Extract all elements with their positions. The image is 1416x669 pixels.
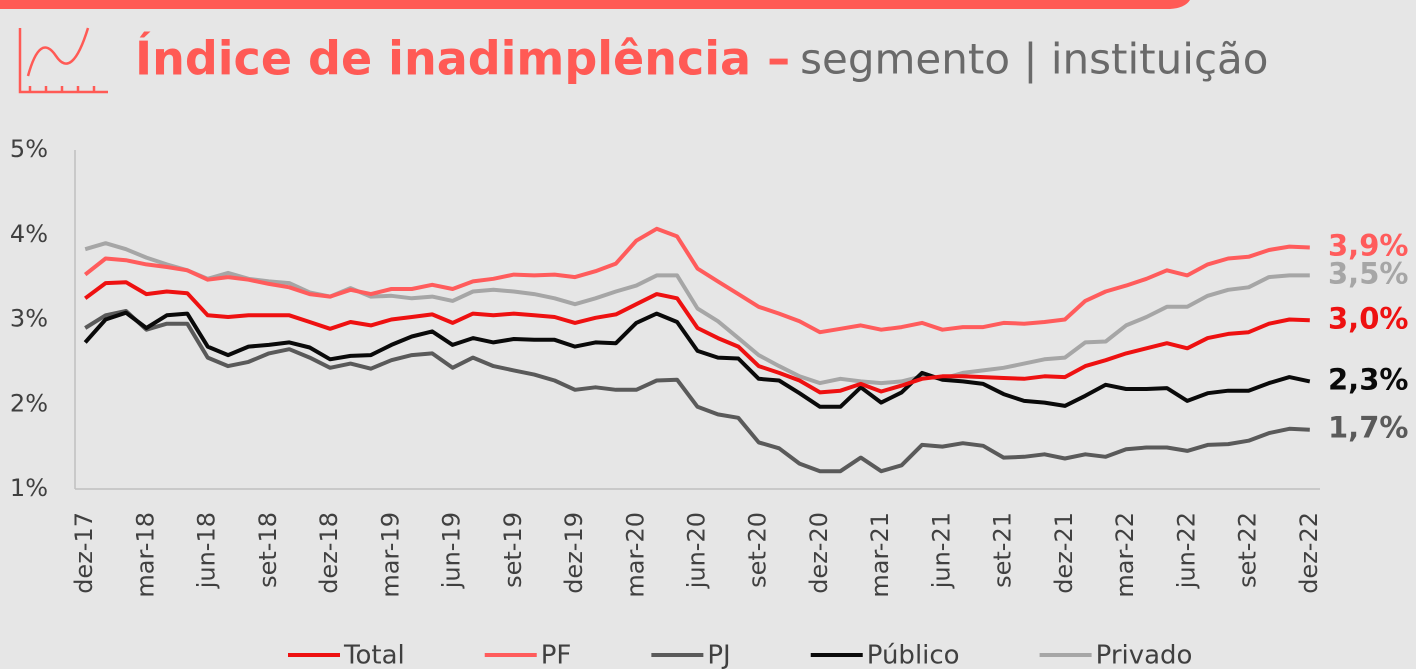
- legend-label: Total: [343, 641, 405, 669]
- end-label: 3,0%: [1328, 301, 1408, 335]
- line: [84, 241, 1310, 386]
- legend-label: PJ: [707, 641, 730, 669]
- y-tick-label: 1%: [10, 474, 48, 502]
- x-tick-label: set-20: [744, 512, 772, 588]
- legend-label: Público: [867, 641, 960, 669]
- top-bar: [0, 0, 1190, 9]
- x-tick-label: mar-19: [376, 512, 404, 598]
- x-tick-label: jun-19: [438, 512, 466, 589]
- line: [84, 280, 1310, 395]
- y-tick-label: 3%: [10, 305, 48, 333]
- x-tick-label: dez-20: [805, 512, 833, 594]
- x-tick-label: dez-18: [315, 512, 343, 594]
- x-tick-label: mar-22: [1111, 512, 1139, 598]
- x-tick-label: mar-20: [621, 512, 649, 598]
- x-tick-label: dez-22: [1295, 512, 1323, 594]
- chart-title: Índice de inadimplência –: [135, 32, 790, 86]
- x-tick-label: jun-21: [927, 512, 955, 589]
- line: [83, 226, 1310, 335]
- x-tick-label: set-18: [254, 512, 282, 588]
- x-tick-label: jun-22: [1172, 512, 1200, 589]
- x-tick-label: jun-18: [193, 512, 221, 589]
- end-label: 3,9%: [1328, 228, 1408, 262]
- x-tick-label: set-22: [1234, 512, 1262, 588]
- title-icon: [18, 27, 108, 94]
- end-label: 1,7%: [1328, 411, 1408, 445]
- y-tick-label: 2%: [10, 389, 48, 417]
- y-tick-label: 5%: [10, 135, 48, 163]
- x-tick-label: dez-21: [1050, 512, 1078, 594]
- x-tick-label: mar-18: [131, 512, 159, 598]
- line: [84, 309, 1310, 474]
- x-tick-label: set-21: [989, 512, 1017, 588]
- line: [83, 310, 1311, 409]
- legend-label: PF: [541, 641, 572, 669]
- x-tick-label: dez-17: [70, 512, 98, 594]
- legend-label: Privado: [1096, 641, 1193, 669]
- end-label: 3,5%: [1328, 256, 1408, 290]
- x-tick-label: set-19: [499, 512, 527, 588]
- chart-subtitle: segmento | instituição: [800, 35, 1268, 84]
- x-tick-label: dez-19: [560, 512, 588, 594]
- x-tick-label: jun-20: [683, 512, 711, 589]
- x-tick-label: mar-21: [866, 512, 894, 598]
- y-tick-label: 4%: [10, 220, 48, 248]
- end-label: 2,3%: [1328, 362, 1408, 396]
